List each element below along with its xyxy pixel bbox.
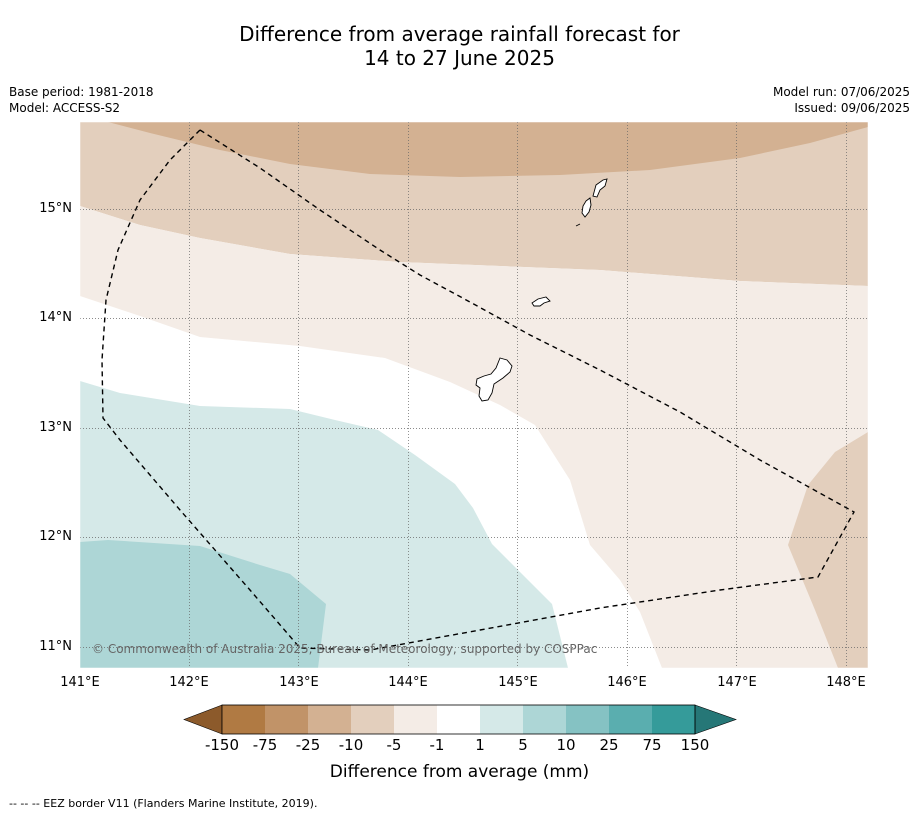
base-period: Base period: 1981-2018 [9, 85, 154, 99]
colorbar-swatch [308, 705, 351, 734]
model-name: Model: ACCESS-S2 [9, 101, 121, 115]
island-saipan [592, 178, 608, 198]
region-minus5-to-minus1 [80, 206, 868, 668]
islands [475, 178, 608, 402]
lon-label-143e: 143°E [279, 675, 319, 690]
model-run: Model run: 07/06/2025 [772, 85, 910, 99]
meta-right: Model run: 07/06/2025 Issued: 09/06/2025 [773, 84, 910, 116]
issued-date: Issued: 09/06/2025 [794, 101, 910, 115]
colorbar-swatch [609, 705, 652, 734]
colorbar-label: -150 [204, 736, 240, 754]
region-minus25-to-minus10 [108, 122, 868, 177]
colorbar-label: 150 [680, 736, 710, 754]
colorbar-title: Difference from average (mm) [329, 762, 590, 782]
colorbar-swatch [222, 705, 265, 734]
island-aguijan [575, 223, 581, 227]
meta-left: Base period: 1981-2018 Model: ACCESS-S2 [9, 84, 154, 116]
colorbar [183, 704, 737, 735]
lat-label-14n: 14°N [39, 310, 72, 325]
lon-label-141e: 141°E [60, 675, 100, 690]
lat-label-11n: 11°N [39, 639, 72, 654]
island-tinian [581, 197, 592, 218]
title-line-2: 14 to 27 June 2025 [364, 46, 555, 70]
lat-label-13n: 13°N [39, 420, 72, 435]
colorbar-label: 5 [518, 736, 528, 754]
map-gridlines [80, 122, 868, 668]
colorbar-swatch [523, 705, 566, 734]
lat-label-15n: 15°N [39, 201, 72, 216]
lon-label-144e: 144°E [388, 675, 428, 690]
lon-label-148e: 148°E [826, 675, 866, 690]
lon-label-142e: 142°E [169, 675, 209, 690]
colorbar-label: 25 [599, 736, 619, 754]
colorbar-swatch [351, 705, 394, 734]
colorbar-label: 10 [556, 736, 576, 754]
colorbar-label: -1 [429, 736, 445, 754]
map-frame [79, 121, 869, 669]
colorbar-swatch [437, 705, 480, 734]
colorbar-outline [221, 704, 696, 735]
colorbar-swatch [480, 705, 523, 734]
island-guam [475, 357, 513, 402]
eez-border [101, 129, 855, 651]
colorbar-label: -75 [252, 736, 278, 754]
colorbar-swatch [566, 705, 609, 734]
copyright-notice: © Commonwealth of Australia 2025, Bureau… [92, 642, 597, 656]
lon-label-147e: 147°E [717, 675, 757, 690]
lon-label-146e: 146°E [607, 675, 647, 690]
island-rota [531, 296, 551, 307]
region-minus10-to-minus5-southeast [788, 432, 868, 668]
colorbar-swatch [265, 705, 308, 734]
colorbar-label: -25 [295, 736, 321, 754]
title-line-1: Difference from average rainfall forecas… [239, 22, 680, 46]
colorbar-extend-low [183, 704, 223, 735]
chart-title: Difference from average rainfall forecas… [0, 22, 919, 70]
lat-label-12n: 12°N [39, 529, 72, 544]
lon-label-145e: 145°E [498, 675, 538, 690]
colorbar-label: -10 [338, 736, 364, 754]
region-5-to-10 [80, 540, 326, 668]
eez-footnote: -- -- -- EEZ border V11 (Flanders Marine… [9, 797, 318, 810]
colorbar-extend-high [694, 704, 737, 735]
colorbar-swatch [394, 705, 437, 734]
colorbar-label: 75 [642, 736, 662, 754]
colorbar-swatch [652, 705, 695, 734]
colorbar-label: 1 [475, 736, 485, 754]
colorbar-label: -5 [386, 736, 402, 754]
map-plot-area: © Commonwealth of Australia 2025, Bureau… [80, 122, 868, 668]
